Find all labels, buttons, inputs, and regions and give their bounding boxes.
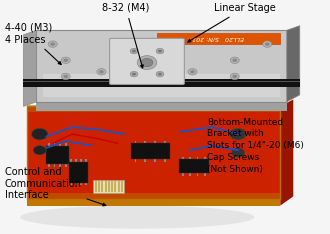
Circle shape [32, 128, 48, 140]
Circle shape [130, 48, 138, 54]
Text: Control and
Communication
Interface: Control and Communication Interface [5, 167, 106, 206]
Circle shape [158, 73, 162, 76]
Bar [131, 143, 170, 160]
Bar [135, 141, 136, 143]
Circle shape [265, 43, 270, 46]
Bar [23, 81, 300, 82]
Text: Bottom-Mounted
Bracket with
Slots for 1/4"-20 (M6)
Cap Screws
(Not Shown): Bottom-Mounted Bracket with Slots for 1/… [207, 117, 304, 174]
Bar [101, 181, 103, 193]
Circle shape [156, 71, 164, 77]
Bar [65, 164, 67, 167]
Circle shape [190, 70, 195, 73]
Bar [121, 181, 123, 193]
Bar [54, 164, 55, 167]
Bar [164, 160, 166, 162]
Bar [85, 183, 87, 185]
Circle shape [141, 58, 153, 67]
Circle shape [232, 59, 237, 62]
Circle shape [63, 75, 68, 78]
Bar [189, 157, 191, 160]
Bar [95, 181, 97, 193]
Bar [118, 181, 120, 193]
Bar [80, 183, 82, 185]
Bar [59, 143, 61, 146]
Circle shape [50, 43, 55, 46]
Circle shape [99, 70, 104, 73]
Bar [204, 173, 206, 176]
Circle shape [232, 148, 245, 157]
Circle shape [61, 57, 70, 63]
Circle shape [132, 73, 136, 76]
Bar [115, 181, 116, 193]
Bar [145, 141, 146, 143]
Circle shape [137, 56, 157, 69]
Bar [93, 180, 124, 193]
Bar [48, 164, 50, 167]
Bar [27, 105, 280, 112]
Bar [135, 160, 136, 162]
Text: Linear Stage: Linear Stage [188, 3, 275, 42]
Polygon shape [287, 26, 300, 102]
Bar [182, 173, 184, 176]
Bar [105, 181, 107, 193]
Polygon shape [23, 30, 36, 106]
Bar [23, 79, 300, 87]
Bar [43, 74, 280, 97]
Bar [75, 183, 77, 185]
Bar [157, 33, 280, 44]
Circle shape [132, 50, 136, 52]
Circle shape [97, 69, 106, 75]
Text: 8-32 (M4): 8-32 (M4) [102, 3, 149, 68]
Circle shape [230, 73, 239, 80]
Circle shape [230, 57, 239, 63]
Bar [98, 181, 100, 193]
Bar [145, 160, 146, 162]
Polygon shape [36, 30, 287, 102]
Bar [154, 160, 156, 162]
Bar [80, 159, 82, 162]
Bar [85, 159, 87, 162]
Bar [46, 146, 69, 164]
Text: ELL20   S/N: 201: ELL20 S/N: 201 [193, 36, 245, 41]
Bar [197, 157, 198, 160]
Bar [164, 141, 166, 143]
Bar [69, 162, 88, 183]
Bar [154, 141, 156, 143]
Bar [70, 183, 72, 185]
Circle shape [232, 75, 237, 78]
Polygon shape [27, 199, 280, 206]
Bar [111, 181, 113, 193]
Circle shape [61, 73, 70, 80]
Bar [197, 173, 198, 176]
Ellipse shape [20, 206, 254, 229]
Bar [65, 143, 67, 146]
Circle shape [158, 50, 162, 52]
Polygon shape [27, 106, 280, 199]
Bar [108, 181, 110, 193]
Polygon shape [36, 102, 287, 111]
Circle shape [188, 69, 197, 75]
Bar [48, 143, 50, 146]
Polygon shape [280, 99, 293, 206]
Circle shape [263, 41, 272, 47]
Bar [59, 164, 61, 167]
Bar [182, 157, 184, 160]
Bar [54, 143, 55, 146]
Circle shape [33, 146, 46, 155]
Circle shape [130, 71, 138, 77]
Bar [204, 157, 206, 160]
Circle shape [48, 41, 57, 47]
Circle shape [230, 128, 246, 140]
Bar [189, 173, 191, 176]
Bar [27, 193, 280, 199]
Circle shape [156, 48, 164, 54]
Text: 4-40 (M3)
4 Places: 4-40 (M3) 4 Places [5, 23, 61, 64]
Circle shape [63, 59, 68, 62]
Bar [70, 159, 72, 162]
Bar [75, 159, 77, 162]
FancyBboxPatch shape [110, 38, 184, 84]
Bar [180, 160, 209, 173]
